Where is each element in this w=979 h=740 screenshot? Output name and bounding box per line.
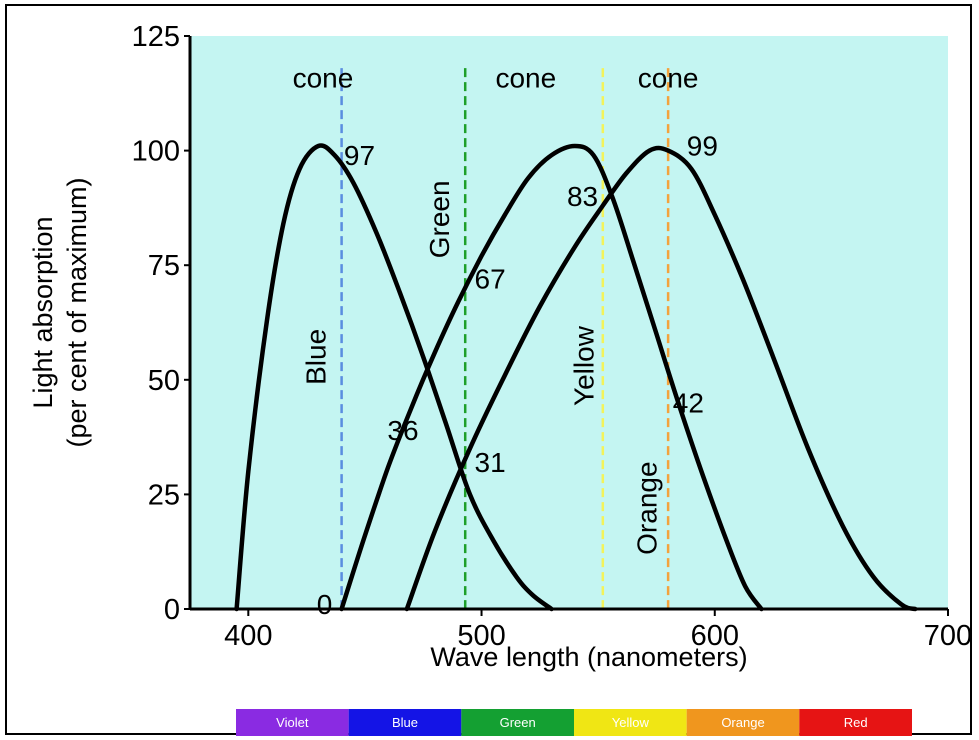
y-tick-label: 75 (148, 250, 180, 282)
cone-header-label: cone (293, 62, 354, 93)
y-axis-label-sub: (per cent of maximum) (62, 177, 92, 447)
cone-name-label: Yellow (568, 325, 599, 406)
color-spectrum-bar: Violet Blue Green Yellow Orange Red (236, 709, 912, 736)
value-annotations: cone cone cone Blue Green Yellow Orange 97 67 36 3… (293, 62, 718, 620)
x-tick-label: 500 (457, 620, 505, 652)
spectrum-band-label: Green (500, 715, 536, 730)
cone-header-label: cone (638, 62, 699, 93)
value-label: 0 (317, 589, 333, 620)
value-label: 83 (567, 181, 598, 212)
spectrum-band (686, 709, 800, 736)
series-curves (234, 143, 918, 612)
spectrum-band (574, 709, 687, 736)
value-label: 99 (687, 131, 718, 162)
spectrum-band (348, 709, 462, 736)
tick-labels: 0 25 50 75 100 125 400 500 600 700 (132, 21, 973, 652)
value-label: 36 (387, 415, 418, 446)
plot-area (190, 36, 948, 609)
spectrum-band-label: Yellow (612, 715, 650, 730)
value-label: 31 (475, 447, 506, 478)
spectrum-band-label: Blue (392, 715, 418, 730)
cone-header-label: cone (495, 62, 556, 93)
y-tick-label: 0 (164, 594, 180, 626)
spectrum-band-label: Violet (276, 715, 309, 730)
y-tick-label: 100 (132, 136, 180, 168)
x-tick-label: 400 (224, 620, 272, 652)
y-tick-label: 125 (132, 21, 180, 53)
cone-name-label: Orange (631, 461, 662, 554)
series-curve-blue (234, 143, 554, 612)
series-curve-green (339, 143, 764, 612)
value-label: 67 (475, 264, 506, 295)
chart-labels: Wave length (nanometers) Light absorptio… (28, 177, 748, 672)
spectrum-band-label: Orange (721, 715, 764, 730)
cone-lines (340, 68, 670, 609)
spectrum-band (799, 709, 912, 736)
spectrum-band (236, 709, 349, 736)
y-axis-label: Light absorption (28, 216, 58, 408)
cone-name-label: Blue (300, 329, 331, 385)
y-tick-label: 50 (148, 365, 180, 397)
x-tick-label: 600 (691, 620, 739, 652)
axes (188, 36, 948, 611)
value-label: 97 (344, 140, 375, 171)
value-label: 42 (673, 387, 704, 418)
x-axis-label: Wave length (nanometers) (430, 642, 747, 672)
spectrum-band-label: Red (844, 715, 868, 730)
x-tick-label: 700 (924, 620, 972, 652)
spectrum-band (461, 709, 574, 736)
cone-name-label: Green (424, 180, 455, 258)
series-curve-yellow (404, 145, 918, 612)
y-tick-label: 25 (148, 479, 180, 511)
